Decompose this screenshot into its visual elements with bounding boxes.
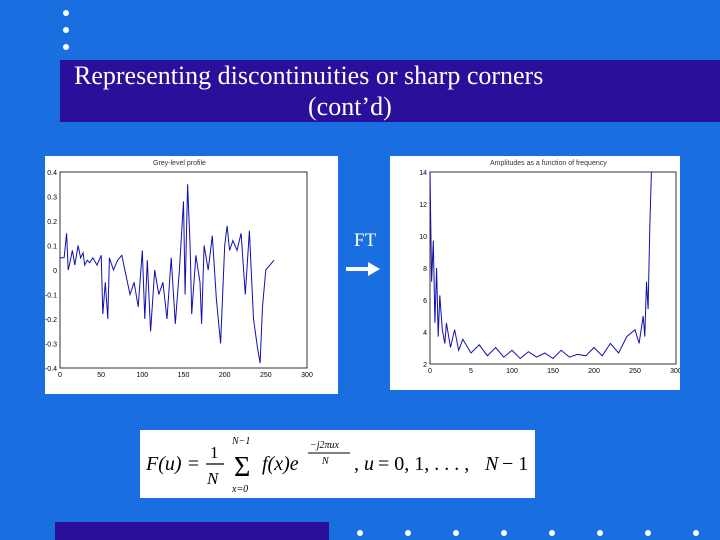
svg-text:− 1: − 1 bbox=[502, 453, 528, 475]
bullet-dot bbox=[63, 27, 69, 33]
svg-text:f(x)e: f(x)e bbox=[262, 453, 299, 475]
svg-text:N: N bbox=[206, 469, 220, 488]
y-tick-label: -0.2 bbox=[45, 317, 57, 324]
y-tick-label: 0.4 bbox=[47, 170, 57, 177]
footer-dot bbox=[549, 530, 555, 536]
svg-text:N−1: N−1 bbox=[231, 436, 250, 447]
svg-text:u: u bbox=[364, 453, 374, 475]
footer-dot bbox=[501, 530, 507, 536]
x-tick-label: 200 bbox=[588, 368, 600, 375]
dft-equation: F(u) = 1 N N−1 Σ x=0 f(x)e −j2πux N , u … bbox=[145, 436, 528, 495]
svg-text:1: 1 bbox=[210, 443, 219, 462]
title-line-2: (cont’d) bbox=[308, 92, 392, 121]
footer-bar bbox=[55, 522, 329, 540]
x-tick-label: 0 bbox=[428, 368, 432, 375]
bullet-dot bbox=[63, 44, 69, 50]
x-tick-label: 50 bbox=[97, 372, 105, 379]
x-tick-label: 0 bbox=[58, 372, 62, 379]
x-tick-label: 150 bbox=[178, 372, 190, 379]
footer-dot bbox=[405, 530, 411, 536]
y-tick-label: 12 bbox=[419, 202, 427, 209]
y-tick-label: 10 bbox=[419, 234, 427, 241]
left-plot-title: Grey-level profile bbox=[153, 160, 206, 167]
y-tick-label: 0.3 bbox=[47, 195, 57, 202]
grey-level-profile-panel: Grey-level profile 0 50 100 150 200 250 300 0.4… bbox=[45, 156, 338, 394]
x-tick-label: 100 bbox=[506, 368, 518, 375]
svg-text:Σ: Σ bbox=[234, 452, 250, 483]
x-tick-label: 100 bbox=[136, 372, 148, 379]
y-tick-label: 14 bbox=[419, 170, 427, 177]
plot-frame bbox=[429, 171, 677, 365]
svg-text:N: N bbox=[484, 453, 500, 475]
y-tick-label: 4 bbox=[423, 330, 427, 337]
right-plot-title: Amplitudes as a function of frequency bbox=[490, 160, 607, 167]
plot-frame bbox=[59, 171, 308, 369]
amplitude-chart: 0 5 100 150 200 250 300 14 12 10 8 6 4 2 bbox=[419, 170, 680, 375]
x-tick-label: 150 bbox=[547, 368, 559, 375]
ft-label: FT bbox=[354, 230, 377, 251]
svg-text:−j2πux: −j2πux bbox=[310, 440, 340, 451]
bullet-dot bbox=[63, 10, 69, 16]
footer-dot bbox=[453, 530, 459, 536]
y-tick-label: -0.3 bbox=[45, 342, 57, 349]
x-tick-label: 250 bbox=[629, 368, 641, 375]
x-tick-label: 250 bbox=[260, 372, 272, 379]
right-arrow-icon bbox=[346, 262, 380, 276]
svg-text:F(u) =: F(u) = bbox=[145, 453, 200, 475]
svg-text:x=0: x=0 bbox=[231, 484, 248, 495]
y-tick-label: 0.2 bbox=[47, 219, 57, 226]
x-tick-label: 300 bbox=[670, 368, 680, 375]
svg-text:N: N bbox=[321, 456, 330, 467]
svg-text:= 0, 1, . . . ,: = 0, 1, . . . , bbox=[378, 453, 469, 475]
x-tick-label: 5 bbox=[469, 368, 473, 375]
footer-dot bbox=[597, 530, 603, 536]
y-tick-label: -0.1 bbox=[45, 293, 57, 300]
amplitude-spectrum-panel: Amplitudes as a function of frequency 0 5… bbox=[390, 156, 680, 390]
title-bar bbox=[60, 60, 720, 122]
series-line bbox=[429, 171, 652, 360]
y-tick-label: 2 bbox=[423, 362, 427, 369]
y-tick-label: -0.4 bbox=[45, 366, 57, 373]
y-tick-label: 0 bbox=[53, 268, 57, 275]
title-line-1: Representing discontinuities or sharp co… bbox=[74, 61, 544, 90]
footer-dot bbox=[645, 530, 651, 536]
x-tick-label: 200 bbox=[219, 372, 231, 379]
slide-title: Representing discontinuities or sharp co… bbox=[60, 60, 720, 122]
x-tick-label: 300 bbox=[301, 372, 313, 379]
fourier-formula: F(u) = 1 N N−1 Σ x=0 f(x)e −j2πux N , u … bbox=[140, 430, 535, 498]
footer-dot bbox=[693, 530, 699, 536]
series-line bbox=[60, 184, 275, 364]
svg-text:,: , bbox=[354, 453, 359, 475]
y-tick-label: 0.1 bbox=[47, 244, 57, 251]
footer-dot bbox=[357, 530, 363, 536]
y-tick-label: 8 bbox=[423, 266, 427, 273]
y-tick-label: 6 bbox=[423, 298, 427, 305]
grey-level-chart: 0 50 100 150 200 250 300 0.4 0.3 0.2 0.1 0 -0.1 -0.2 -… bbox=[45, 170, 313, 379]
